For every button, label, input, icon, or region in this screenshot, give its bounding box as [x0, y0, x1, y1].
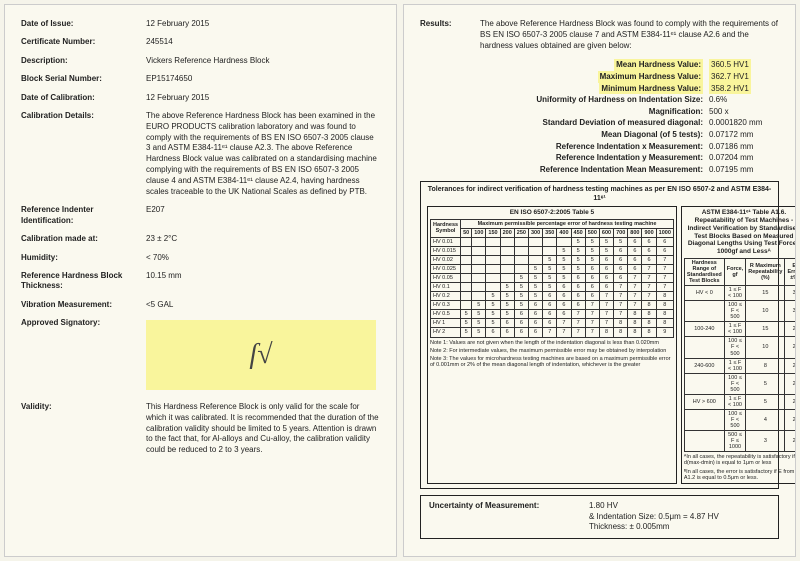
label: Reference Hardness Block Thickness:: [21, 271, 146, 292]
uncertainty-label: Uncertainty of Measurement:: [429, 501, 589, 532]
footer: The reported expanded uncertainty is bas…: [420, 555, 779, 557]
mdiag-label: Mean Diagonal (of 5 tests):: [454, 129, 709, 141]
results-label: Results:: [420, 19, 480, 51]
max-value: 362.7 HV1: [709, 71, 751, 83]
footer-bold: The reported expanded uncertainty is bas…: [420, 555, 779, 557]
tolerance-title: Tolerances for indirect verification of …: [427, 186, 772, 203]
mean-value: 360.5 HV1: [709, 59, 751, 71]
refmean-label: Reference Indentation Mean Measurement:: [454, 164, 709, 176]
metrics-block: Mean Hardness Value: 360.5 HV1 Maximum Ha…: [420, 59, 779, 175]
max-label: Maximum Hardness Value:: [598, 71, 703, 83]
tolerance-left-title: EN ISO 6507-2:2005 Table 5: [430, 209, 674, 217]
indenter-id: E207: [146, 205, 380, 226]
uncertainty-indentation: & Indentation Size: 0.5μm = 4.87 HV: [589, 512, 719, 521]
tolerance-left-table: Hardness SymbolMaximum permissible perce…: [430, 219, 674, 338]
uncertainty-box: Uncertainty of Measurement: 1.80 HV & In…: [420, 495, 779, 538]
refx-label: Reference Indentation x Measurement:: [454, 141, 709, 153]
sd-value: 0.0001820 mm: [709, 117, 779, 129]
block-thickness: 10.15 mm: [146, 271, 380, 292]
label: Block Serial Number:: [21, 74, 146, 84]
tolerance-right-table: Hardness Range of Standardised Test Bloc…: [684, 258, 796, 452]
tolerance-r-note1: ᴬIn all cases, the repeatability is sati…: [684, 454, 796, 467]
refmean-value: 0.07195 mm: [709, 164, 779, 176]
calibration-details: The above Reference Hardness Block has b…: [146, 111, 380, 197]
description: Vickers Reference Hardness Block: [146, 56, 380, 66]
refy-value: 0.07204 mm: [709, 152, 779, 164]
uniformity-label: Uniformity of Hardness on Indentation Si…: [454, 94, 709, 106]
humidity: < 70%: [146, 253, 380, 263]
uniformity-value: 0.6%: [709, 94, 779, 106]
label: Reference Indenter Identification:: [21, 205, 146, 226]
refx-value: 0.07186 mm: [709, 141, 779, 153]
label: Certificate Number:: [21, 37, 146, 47]
uncertainty-value: 1.80 HV: [589, 501, 618, 510]
results-text: The above Reference Hardness Block was f…: [480, 19, 779, 51]
label: Calibration Details:: [21, 111, 146, 197]
label: Validity:: [21, 402, 146, 456]
tolerance-box: Tolerances for indirect verification of …: [420, 181, 779, 489]
label: Description:: [21, 56, 146, 66]
mag-label: Magnification:: [454, 106, 709, 118]
tolerance-note2: Note 2: For intermediate values, the max…: [430, 348, 674, 354]
label: Humidity:: [21, 253, 146, 263]
mag-value: 500 x: [709, 106, 779, 118]
tolerance-r-note2: ᴮIn all cases, the error is satisfactory…: [684, 469, 796, 482]
tolerance-note1: Note 1: Values are not given when the le…: [430, 340, 674, 346]
sd-label: Standard Deviation of measured diagonal:: [454, 117, 709, 129]
certificate-number: 245514: [146, 37, 380, 47]
calibration-date: 12 February 2015: [146, 93, 380, 103]
right-page: Results: The above Reference Hardness Bl…: [403, 4, 796, 557]
label: Calibration made at:: [21, 234, 146, 244]
signature-box: ſ√: [146, 320, 376, 390]
label: Vibration Measurement:: [21, 300, 146, 310]
mean-label: Mean Hardness Value:: [614, 59, 703, 71]
vibration: <5 GAL: [146, 300, 380, 310]
tolerance-note3: Note 3: The values for microhardness tes…: [430, 356, 674, 369]
label: Date of Issue:: [21, 19, 146, 29]
min-value: 358.2 HV1: [709, 83, 751, 95]
min-label: Minimum Hardness Value:: [599, 83, 703, 95]
tolerance-right-title: ASTM E384-11ᵉ¹ Table A1.6. Repeatability…: [684, 209, 796, 256]
uncertainty-thickness: Thickness: ± 0.005mm: [589, 522, 669, 531]
label: Approved Signatory:: [21, 318, 146, 390]
validity-text: This Hardness Reference Block is only va…: [146, 402, 380, 456]
mdiag-value: 0.07172 mm: [709, 129, 779, 141]
label: Date of Calibration:: [21, 93, 146, 103]
serial-number: EP15174650: [146, 74, 380, 84]
refy-label: Reference Indentation y Measurement:: [454, 152, 709, 164]
left-page: Date of Issue:12 February 2015 Certifica…: [4, 4, 397, 557]
calibration-temp: 23 ± 2°C: [146, 234, 380, 244]
date-of-issue: 12 February 2015: [146, 19, 380, 29]
